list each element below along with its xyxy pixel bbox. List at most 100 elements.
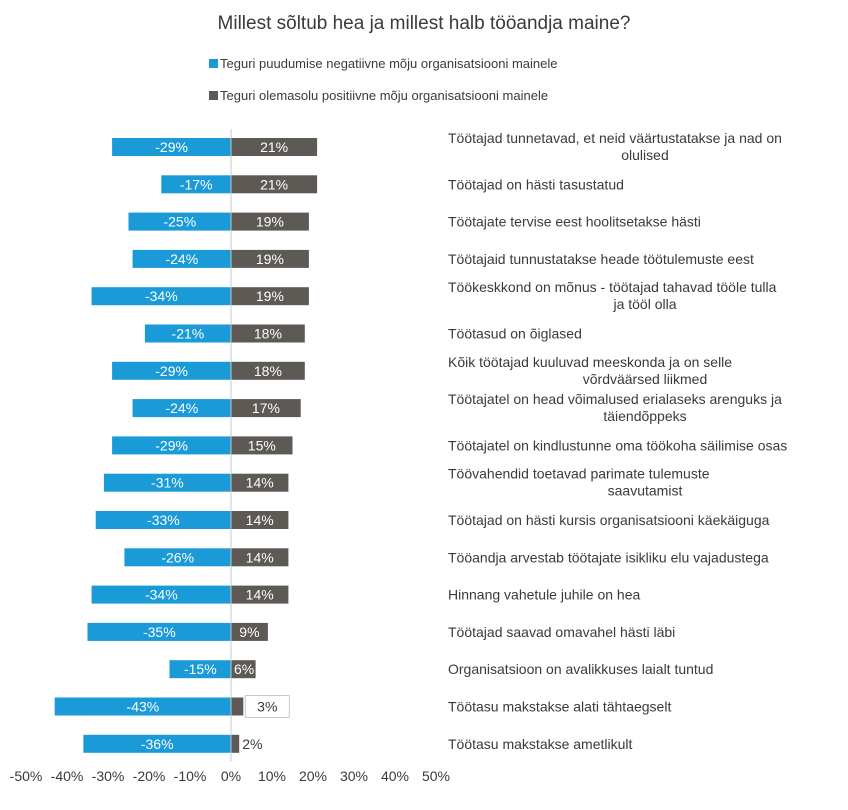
- bar-positive: [231, 175, 318, 194]
- bar-positive: [231, 511, 289, 529]
- x-tick-label: -20%: [133, 768, 166, 784]
- x-tick-label: 10%: [258, 768, 286, 784]
- bar-positive: [231, 436, 293, 455]
- category-label: Töötajad on hästi kursis organisatsiooni…: [448, 512, 770, 528]
- bar-negative: [91, 287, 231, 306]
- bar-negative: [132, 249, 231, 268]
- bar-negative: [103, 473, 231, 492]
- data-label-positive: 3%: [257, 699, 277, 715]
- category-label: Töökeskkond on mõnus - töötajad tahavad …: [448, 279, 777, 312]
- data-label-positive: 19%: [256, 288, 284, 304]
- legend: Teguri puudumise negatiivne mõju organis…: [209, 56, 557, 103]
- x-tick-label: -40%: [51, 768, 84, 784]
- legend-swatch-negative: [209, 59, 218, 68]
- data-label-positive: 14%: [246, 549, 274, 565]
- data-label-positive: 18%: [254, 326, 282, 342]
- bar-positive: [231, 585, 289, 604]
- category-label: Töötasu makstakse alati tähtaegselt: [448, 699, 671, 715]
- data-label-positive: 21%: [260, 176, 288, 192]
- data-label-negative: -34%: [145, 587, 178, 603]
- category-label: Tööandja arvestab töötajate isikliku elu…: [448, 549, 769, 565]
- bar-negative: [169, 660, 231, 679]
- x-tick-label: -10%: [174, 768, 207, 784]
- data-label-positive: 21%: [260, 139, 288, 155]
- legend-swatch-positive: [209, 91, 218, 100]
- bar-positive: [231, 399, 301, 418]
- bar-positive: [231, 734, 240, 753]
- bar-positive: [231, 697, 244, 716]
- data-label-positive: 19%: [256, 251, 284, 267]
- data-label-positive: 6%: [234, 661, 254, 677]
- x-tick-label: -30%: [92, 768, 125, 784]
- data-label-positive: 17%: [252, 400, 280, 416]
- bar-positive: [231, 249, 309, 268]
- data-label-positive: 18%: [254, 363, 282, 379]
- x-tick-label: 50%: [422, 768, 450, 784]
- bar-positive: [231, 138, 318, 156]
- data-label-negative: -26%: [161, 549, 194, 565]
- data-label-negative: -25%: [163, 214, 196, 230]
- bar-negative: [112, 138, 231, 156]
- category-label: Töötasud on õiglased: [448, 326, 582, 342]
- data-label-negative: -29%: [155, 139, 188, 155]
- category-label: Kõik töötajad kuuluvad meeskonda ja on s…: [448, 354, 732, 387]
- category-label: Töötajate tervise eest hoolitsetakse häs…: [448, 214, 701, 230]
- category-label: Töötajaid tunnustatakse heade töötulemus…: [448, 251, 754, 267]
- x-tick-label: 40%: [381, 768, 409, 784]
- category-label: Töötajad tunnetavad, et neid väärtustata…: [448, 130, 782, 163]
- data-label-negative: -36%: [141, 736, 174, 752]
- bar-positive: [231, 287, 309, 306]
- bar-positive: [231, 622, 268, 641]
- bar-positive: [231, 473, 289, 492]
- data-label-negative: -29%: [155, 437, 188, 453]
- data-label-negative: -15%: [184, 661, 217, 677]
- data-label-negative: -21%: [172, 326, 205, 342]
- chart-title: Millest sõltub hea ja millest halb tööan…: [218, 13, 631, 34]
- data-label-negative: -24%: [165, 400, 198, 416]
- bar-negative: [87, 622, 231, 641]
- data-label-negative: -24%: [165, 251, 198, 267]
- data-label-box: [244, 695, 290, 718]
- bar-negative: [132, 399, 231, 418]
- data-label-positive: 14%: [246, 587, 274, 603]
- category-label: Töötajatel on head võimalused erialaseks…: [448, 391, 782, 424]
- category-label: Töötajad on hästi tasustatud: [448, 176, 624, 192]
- data-label-positive: 19%: [256, 214, 284, 230]
- bar-negative: [83, 734, 232, 753]
- bar-positive: [231, 548, 289, 567]
- data-label-negative: -29%: [155, 363, 188, 379]
- data-label-positive: 15%: [248, 437, 276, 453]
- data-label-negative: -31%: [151, 475, 184, 491]
- bar-negative: [112, 436, 231, 455]
- category-label: Töövahendid toetavad parimate tulemuste s…: [448, 466, 710, 499]
- bar-negative: [95, 511, 231, 529]
- bar-negative: [91, 585, 231, 604]
- data-label-positive: 9%: [239, 624, 259, 640]
- category-label: Töötasu makstakse ametlikult: [448, 736, 633, 752]
- category-label: Töötajatel on kindlustunne oma töökoha s…: [448, 437, 787, 453]
- x-tick-label: 30%: [340, 768, 368, 784]
- legend-label-positive: Teguri olemasolu positiivne mõju organis…: [220, 88, 548, 103]
- plot-area: -29% 21% -17% 21% -25% 19% -24% 19% -34% 19% -21% 1…: [54, 129, 318, 762]
- data-label-negative: -34%: [145, 288, 178, 304]
- bar-positive: [231, 212, 309, 231]
- bar-positive: [231, 361, 305, 380]
- category-label: Organisatsioon on avalikkuses laialt tun…: [448, 661, 713, 677]
- bar-negative: [161, 175, 231, 194]
- data-label-negative: -35%: [143, 624, 176, 640]
- x-axis: -50% -40% -30% -20% -10% 0% 10% 20% 30% 40% 50%: [10, 768, 450, 784]
- bar-negative: [128, 212, 231, 231]
- data-label-negative: -17%: [180, 176, 213, 192]
- bar-positive: [231, 324, 305, 343]
- x-tick-label: 20%: [299, 768, 327, 784]
- category-labels: Töötajad tunnetavad, et neid väärtustata…: [448, 130, 787, 752]
- bar-negative: [112, 361, 231, 380]
- data-label-positive: 14%: [246, 512, 274, 528]
- bar-negative: [54, 697, 232, 716]
- data-label-positive: 2%: [242, 736, 262, 752]
- category-label: Töötajad saavad omavahel hästi läbi: [448, 624, 675, 640]
- category-label: Hinnang vahetule juhile on hea: [448, 587, 640, 603]
- data-label-negative: -43%: [127, 699, 160, 715]
